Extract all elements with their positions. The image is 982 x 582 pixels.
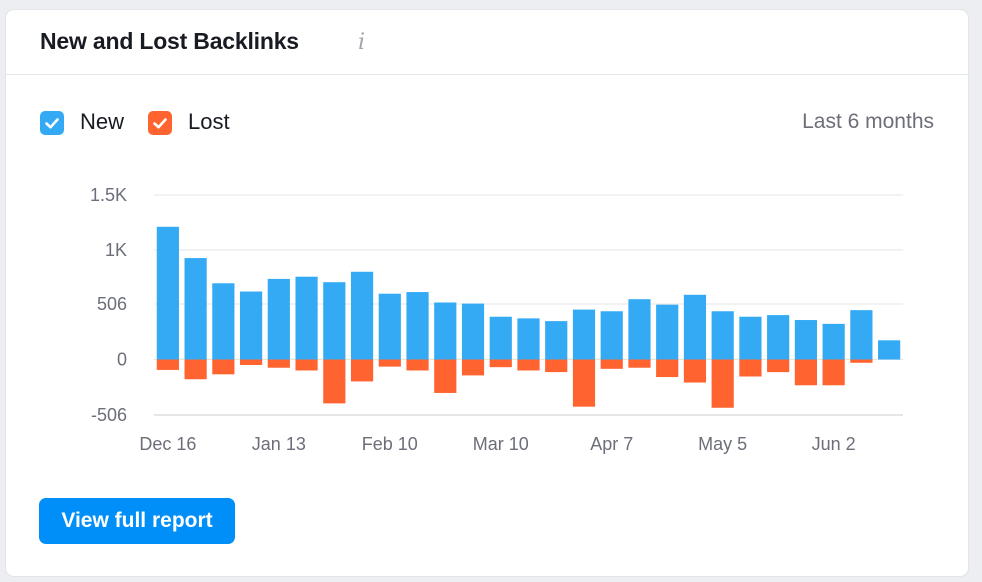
y-tick-label: 1.5K (90, 185, 127, 205)
bar-lost[interactable] (461, 359, 485, 376)
bar-new[interactable] (739, 316, 762, 360)
bar-new[interactable] (822, 323, 845, 360)
bar-lost[interactable] (517, 359, 540, 371)
bar-lost[interactable] (767, 359, 790, 373)
bar-new[interactable] (656, 304, 679, 360)
widget-header: New and Lost Backlinks i (6, 10, 968, 75)
bar-new[interactable] (600, 311, 623, 360)
bar-new[interactable] (545, 321, 568, 360)
bar-new[interactable] (267, 278, 290, 360)
y-axis: 1.5K 1K 506 0 -506 (90, 185, 127, 425)
x-tick-label: Feb 10 (362, 434, 418, 454)
bar-lost[interactable] (239, 359, 263, 365)
bar-lost[interactable] (656, 359, 679, 378)
widget-title: New and Lost Backlinks (40, 28, 299, 54)
y-tick-label: -506 (91, 405, 127, 425)
x-tick-label: Dec 16 (139, 434, 196, 454)
y-tick-label: 0 (117, 350, 127, 370)
x-axis: Dec 16 Jan 13 Feb 10 Mar 10 Apr 7 May 5 Jun 2 (139, 434, 855, 454)
checkmark-icon (153, 118, 167, 129)
bar-new[interactable] (767, 315, 790, 360)
bar-lost[interactable] (378, 359, 401, 367)
legend-item-lost[interactable]: Lost (148, 108, 248, 138)
bar-new[interactable] (350, 271, 374, 360)
x-tick-label: May 5 (698, 434, 747, 454)
x-tick-label: Jun 2 (812, 434, 856, 454)
bar-new[interactable] (461, 303, 485, 360)
bar-new[interactable] (794, 320, 818, 360)
x-tick-label: Apr 7 (590, 434, 633, 454)
bar-new[interactable] (378, 293, 401, 360)
bar-lost[interactable] (711, 359, 734, 408)
view-full-report-button[interactable]: View full report (39, 498, 235, 544)
checkmark-icon (45, 118, 59, 129)
bar-new[interactable] (212, 283, 235, 360)
bar-lost[interactable] (434, 359, 457, 393)
bar-lost[interactable] (406, 359, 429, 371)
bar-lost[interactable] (850, 359, 873, 363)
period-selector[interactable]: Last 6 months (802, 110, 934, 133)
checkbox-lost[interactable] (148, 111, 172, 135)
bar-new[interactable] (434, 302, 457, 360)
bar-lost[interactable] (545, 359, 568, 373)
info-icon[interactable]: i (358, 30, 366, 55)
bar-lost[interactable] (212, 359, 235, 375)
legend-label-lost: Lost (188, 109, 230, 134)
grid-lines (154, 194, 903, 416)
backlinks-bar-chart: 1.5K 1K 506 0 -506 Dec 16 Jan 13 Feb 10 Mar 10 A… (90, 185, 903, 454)
bar-new[interactable] (628, 299, 651, 360)
bar-new[interactable] (850, 310, 873, 360)
bar-lost[interactable] (572, 359, 596, 407)
bar-lost[interactable] (822, 359, 845, 386)
bar-lost[interactable] (794, 359, 818, 386)
y-tick-label: 1K (105, 240, 127, 260)
bar-lost[interactable] (683, 359, 707, 383)
bar-lost[interactable] (184, 359, 207, 380)
bar-new[interactable] (711, 311, 734, 360)
bar-new[interactable] (295, 276, 318, 360)
bar-new[interactable] (572, 309, 596, 360)
bar-lost[interactable] (156, 359, 179, 370)
bar-lost[interactable] (739, 359, 762, 377)
bar-lost[interactable] (628, 359, 651, 368)
bar-new[interactable] (323, 282, 346, 360)
bars (156, 226, 901, 408)
checkbox-new[interactable] (40, 111, 64, 135)
legend-label-new: New (80, 109, 125, 134)
bar-lost[interactable] (489, 359, 512, 368)
y-tick-label: 506 (97, 294, 127, 314)
bar-new[interactable] (406, 292, 429, 360)
bar-new[interactable] (184, 258, 207, 360)
bar-new[interactable] (878, 340, 901, 360)
bar-lost[interactable] (350, 359, 374, 382)
x-tick-label: Mar 10 (473, 434, 529, 454)
bar-new[interactable] (156, 226, 179, 360)
bar-lost[interactable] (267, 359, 290, 368)
bar-lost[interactable] (323, 359, 346, 404)
bar-new[interactable] (517, 318, 540, 360)
bar-new[interactable] (489, 316, 512, 360)
legend-item-new[interactable]: New (40, 108, 140, 138)
bar-lost[interactable] (295, 359, 318, 371)
bar-new[interactable] (239, 291, 263, 360)
bar-new[interactable] (683, 294, 707, 360)
x-tick-label: Jan 13 (252, 434, 306, 454)
backlinks-widget: New and Lost Backlinks i New Lost Last 6… (6, 10, 968, 576)
bar-lost[interactable] (600, 359, 623, 369)
